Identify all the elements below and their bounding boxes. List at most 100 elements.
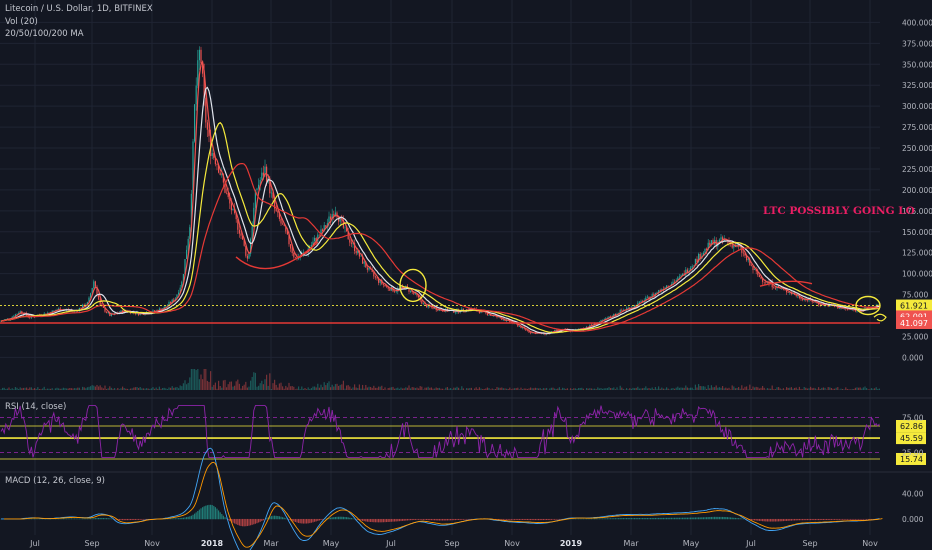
volume-bar [179, 385, 181, 390]
candle-body [755, 269, 757, 272]
volume-bar [686, 387, 688, 390]
volume-bar [754, 387, 756, 390]
volume-bar [227, 384, 229, 390]
macd-histogram-bar [197, 511, 199, 520]
volume-bar [123, 388, 125, 390]
macd-histogram-bar [114, 518, 116, 520]
candle-body [778, 285, 780, 288]
volume-bar [656, 388, 658, 390]
candle-body [0, 321, 2, 322]
macd-histogram-bar [120, 518, 122, 521]
macd-legend[interactable]: MACD (12, 26, close, 9) [5, 476, 105, 486]
macd-histogram-bar [594, 518, 596, 520]
volume-bar [341, 384, 343, 390]
macd-histogram-bar [282, 517, 284, 520]
macd-histogram-bar [339, 516, 341, 520]
volume-bar [203, 369, 205, 390]
volume-bar [131, 388, 133, 390]
volume-bar [586, 388, 588, 390]
macd-histogram-bar [774, 518, 776, 522]
volume-bar [680, 387, 682, 390]
macd-histogram-bar [144, 518, 146, 520]
macd-histogram-bar [798, 518, 800, 521]
macd-histogram-bar [779, 518, 781, 522]
macd-histogram-bar [272, 515, 274, 520]
volume-bar [690, 387, 692, 390]
candle-body [698, 253, 700, 263]
candle-body [589, 324, 591, 327]
volume-bar [158, 386, 160, 390]
macd-histogram-bar [142, 518, 144, 520]
candle-body [710, 240, 712, 246]
volume-bar [75, 388, 77, 390]
volume-bar [648, 388, 650, 390]
macd-histogram-bar [355, 518, 357, 520]
macd-histogram-bar [634, 518, 636, 520]
candle-body [426, 304, 428, 308]
volume-bar [285, 385, 287, 390]
macd-histogram-bar [506, 518, 508, 520]
macd-histogram-bar [366, 518, 368, 522]
candle-body [531, 332, 533, 334]
candle-body [477, 311, 479, 312]
macd-histogram-bar [237, 518, 239, 525]
macd-histogram-bar [435, 518, 437, 521]
volume-bar [189, 377, 191, 390]
macd-histogram-bar [626, 518, 628, 520]
macd-histogram-bar [717, 516, 719, 520]
volume-bar [533, 388, 535, 390]
volume-bar [866, 388, 868, 390]
macd-histogram-bar [122, 518, 124, 521]
ma-legend[interactable]: 20/50/100/200 MA [5, 29, 84, 39]
macd-histogram-bar [211, 505, 213, 520]
volume-bar [178, 388, 180, 390]
volume-bar [709, 388, 711, 390]
candle-body [427, 304, 429, 308]
macd-histogram-bar [536, 518, 538, 521]
macd-y-tick-label: 40.00 [902, 489, 924, 498]
volume-bar [114, 388, 116, 390]
volume-bar [333, 386, 335, 390]
rsi-pane: 62.86 45.59 15.74 75.00 25.00 [0, 405, 926, 465]
volume-bar [106, 388, 108, 390]
candle-body [526, 330, 528, 331]
rsi-legend[interactable]: RSI (14, close) [5, 402, 67, 412]
candle-body [760, 277, 762, 279]
volume-bar [310, 388, 312, 390]
volume-bar [194, 369, 196, 390]
volume-bar [720, 387, 722, 390]
candle-body [171, 299, 173, 304]
candle-body [763, 281, 765, 283]
macd-histogram-bar [202, 507, 204, 520]
volume-bar [40, 389, 42, 390]
candle-body [398, 288, 400, 289]
x-tick-label: Jul [29, 539, 40, 548]
volume-legend[interactable]: Vol (20) [5, 17, 38, 27]
volume-bar [539, 388, 541, 390]
volume-bar [504, 388, 506, 390]
macd-histogram-bar [448, 518, 450, 521]
volume-bar [518, 389, 520, 390]
macd-histogram-bar [381, 518, 383, 523]
candle-body [226, 192, 228, 194]
volume-bar [773, 389, 775, 390]
volume-bar [491, 388, 493, 390]
volume-bar [541, 389, 543, 390]
volume-bar [96, 384, 98, 390]
volume-bar [682, 387, 684, 390]
candle-body [218, 164, 220, 173]
volume-bar [382, 388, 384, 390]
volume-bar [326, 383, 328, 390]
candle-body [291, 248, 293, 254]
volume-bar [0, 389, 2, 390]
candle-body [667, 285, 669, 287]
macd-histogram-bar [752, 518, 754, 521]
volume-bar [280, 382, 282, 390]
volume-bar [301, 386, 303, 390]
volume-bar [763, 387, 765, 390]
volume-bar [483, 388, 485, 390]
symbol-legend[interactable]: Litecoin / U.S. Dollar, 1D, BITFINEX [5, 4, 153, 14]
price-tag-label: 41.097 [900, 319, 928, 328]
candle-body [774, 288, 776, 289]
candle-body [646, 296, 648, 298]
